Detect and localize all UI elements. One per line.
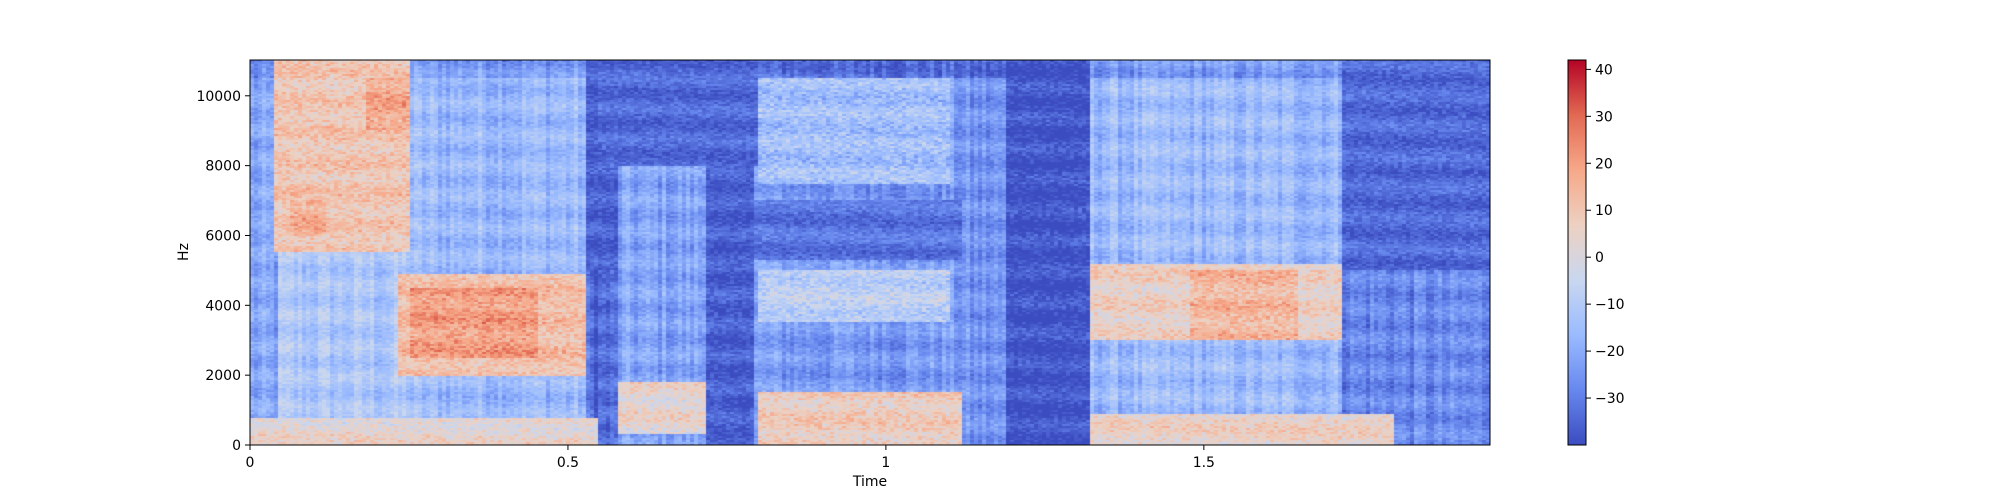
x-axis: 0 0.5 1 1.5 — [246, 445, 1215, 471]
colorbar-tick-label: 40 — [1595, 62, 1613, 78]
colorbar-tick-label: 30 — [1595, 109, 1613, 125]
x-axis-label: Time — [852, 474, 887, 490]
spectrogram-heatmap — [250, 60, 1490, 445]
colorbar-tick-label: 20 — [1595, 156, 1613, 172]
colorbar-tick-label: 0 — [1595, 250, 1604, 266]
colorbar-tick-label: 10 — [1595, 203, 1613, 219]
colorbar-gradient — [1567, 59, 1587, 446]
y-tick-label: 2000 — [205, 368, 241, 384]
x-tick-label: 0 — [246, 455, 255, 471]
y-axis-label: Hz — [176, 243, 192, 261]
y-tick-label: 0 — [232, 438, 241, 454]
colorbar-tick-label: −20 — [1595, 344, 1625, 360]
x-tick-label: 1 — [881, 455, 890, 471]
plot-frame — [249, 59, 1491, 446]
colorbar-axis: −30 −20 −10 0 10 20 30 40 — [1586, 62, 1625, 407]
x-tick-label: 0.5 — [557, 455, 579, 471]
y-tick-label: 6000 — [205, 228, 241, 244]
colorbar-tick-label: −30 — [1595, 391, 1625, 407]
y-axis: 0 2000 4000 6000 8000 10000 — [196, 89, 250, 454]
y-tick-label: 10000 — [196, 89, 241, 105]
colorbar — [1567, 59, 1587, 446]
x-tick-label: 1.5 — [1193, 455, 1215, 471]
colorbar-tick-label: −10 — [1595, 297, 1625, 313]
y-tick-label: 4000 — [205, 298, 241, 314]
y-tick-label: 8000 — [205, 159, 241, 175]
spectrogram-image — [250, 60, 1490, 445]
